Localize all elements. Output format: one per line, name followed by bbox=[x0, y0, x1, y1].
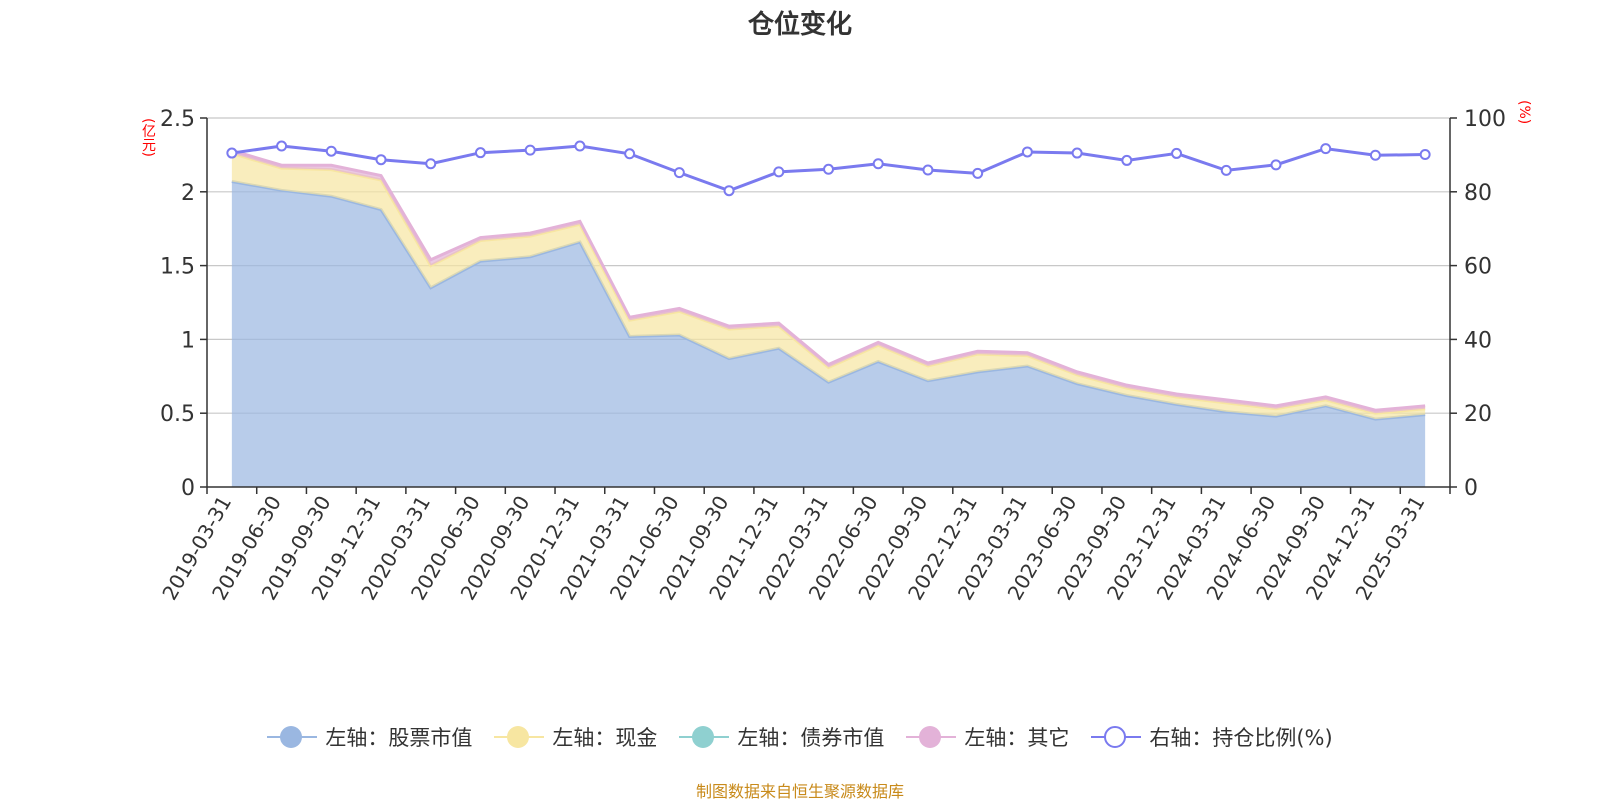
ratio-point[interactable] bbox=[474, 147, 486, 159]
left-tick-label: 2 bbox=[181, 181, 195, 206]
legend-label: 左轴：债券市值 bbox=[737, 726, 885, 750]
ratio-point[interactable] bbox=[872, 158, 884, 170]
ratio-point[interactable] bbox=[276, 140, 288, 152]
ratio-point[interactable] bbox=[1220, 164, 1232, 176]
legend-item-stock[interactable]: 左轴：股票市值 bbox=[267, 722, 472, 752]
legend-label: 左轴：股票市值 bbox=[325, 726, 473, 750]
ratio-point[interactable] bbox=[1320, 143, 1332, 155]
legend-label: 左轴：现金 bbox=[552, 726, 658, 750]
legend-item-other[interactable]: 左轴：其它 bbox=[906, 722, 1069, 752]
left-tick-label: 2.5 bbox=[160, 107, 195, 132]
ratio-point[interactable] bbox=[972, 167, 984, 179]
legend-marker-icon bbox=[679, 725, 730, 749]
ratio-point[interactable] bbox=[1171, 147, 1183, 159]
ratio-point[interactable] bbox=[773, 166, 785, 178]
ratio-point[interactable] bbox=[1021, 146, 1033, 158]
ratio-point[interactable] bbox=[823, 163, 834, 175]
ratio-point[interactable] bbox=[723, 185, 735, 197]
left-tick-label: 1 bbox=[181, 328, 195, 353]
ratio-point[interactable] bbox=[1071, 147, 1083, 159]
right-tick-label: 100 bbox=[1464, 107, 1506, 132]
ratio-point[interactable] bbox=[673, 167, 685, 179]
legend-marker-icon bbox=[906, 725, 957, 749]
legend-marker-icon bbox=[494, 725, 545, 749]
ratio-point[interactable] bbox=[624, 148, 636, 160]
legend-marker-icon bbox=[1091, 725, 1142, 749]
legend-label: 右轴：持仓比例(%) bbox=[1149, 726, 1333, 750]
ratio-point[interactable] bbox=[574, 140, 586, 152]
right-tick-label: 60 bbox=[1464, 255, 1492, 280]
chart-title: 仓位变化 bbox=[747, 10, 852, 40]
right-tick-label: 80 bbox=[1464, 181, 1492, 206]
ratio-point[interactable] bbox=[1270, 159, 1282, 171]
data-source-footer: 制图数据来自恒生聚源数据库 bbox=[695, 782, 904, 801]
line-other bbox=[231, 149, 1426, 412]
legend: 左轴：股票市值 左轴：现金 左轴：债券市值 左轴：其它 右轴：持仓比例(%) bbox=[0, 722, 1600, 752]
legend-item-cash[interactable]: 左轴：现金 bbox=[494, 722, 657, 752]
chart-canvas: 00.511.522.50204060801002019-03-312019-0… bbox=[157, 107, 1506, 604]
area-cash bbox=[231, 153, 1426, 420]
right-tick-label: 40 bbox=[1464, 328, 1492, 353]
left-tick-label: 1.5 bbox=[160, 255, 195, 280]
legend-item-bond[interactable]: 左轴：债券市值 bbox=[679, 722, 884, 752]
ratio-point[interactable] bbox=[524, 144, 536, 156]
ratio-point[interactable] bbox=[1369, 149, 1381, 161]
ratio-point[interactable] bbox=[1419, 149, 1431, 161]
ratio-point[interactable] bbox=[922, 164, 934, 176]
left-tick-label: 0.5 bbox=[160, 402, 195, 427]
left-tick-label: 0 bbox=[181, 476, 195, 501]
ratio-point[interactable] bbox=[375, 154, 387, 166]
ratio-point[interactable] bbox=[425, 158, 437, 170]
ratio-point[interactable] bbox=[325, 145, 337, 157]
ratio-point[interactable] bbox=[1121, 154, 1133, 166]
left-axis-unit: (亿元) bbox=[140, 118, 156, 157]
right-tick-label: 20 bbox=[1464, 402, 1492, 427]
legend-item-ratio[interactable]: 右轴：持仓比例(%) bbox=[1091, 722, 1333, 752]
legend-marker-icon bbox=[267, 725, 318, 749]
ratio-point[interactable] bbox=[226, 147, 238, 159]
right-tick-label: 0 bbox=[1464, 476, 1478, 501]
legend-label: 左轴：其它 bbox=[964, 726, 1070, 750]
right-axis-unit: (%) bbox=[1516, 100, 1532, 125]
